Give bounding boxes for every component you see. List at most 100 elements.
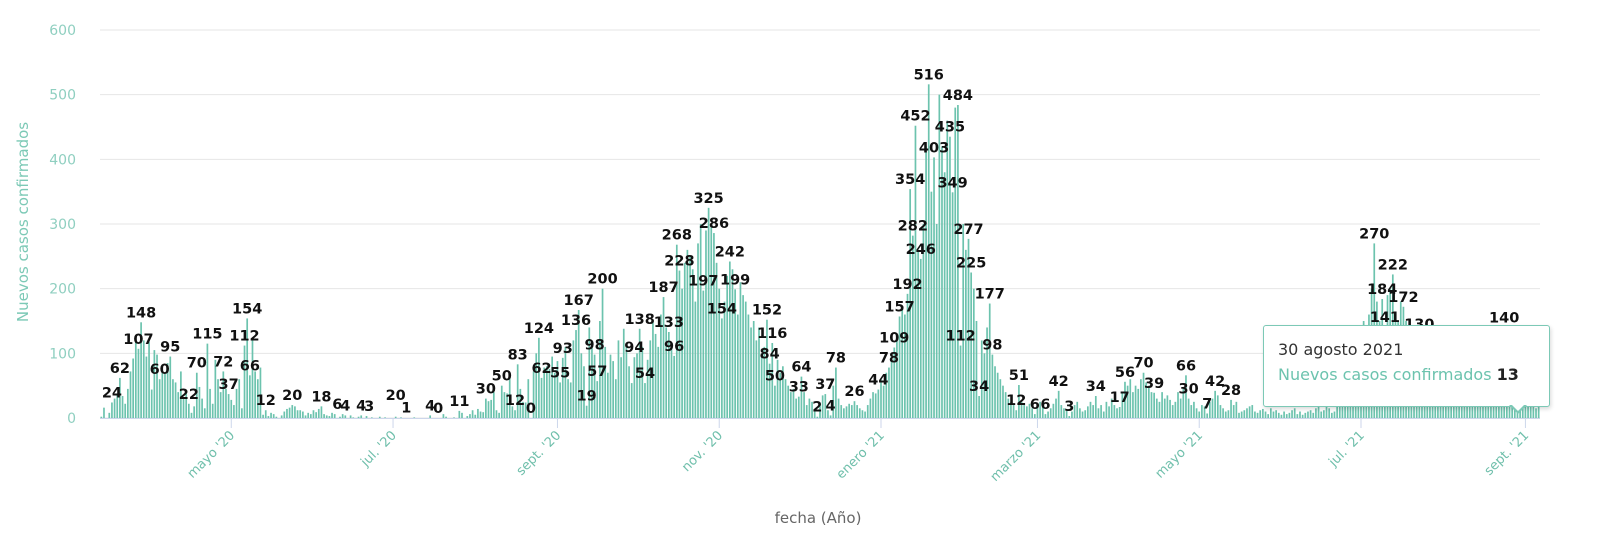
bar bbox=[853, 401, 856, 418]
bar bbox=[1086, 406, 1089, 418]
bar bbox=[771, 342, 774, 418]
bar bbox=[1216, 395, 1219, 418]
data-label: 197 bbox=[688, 274, 718, 290]
bar bbox=[1163, 398, 1166, 418]
bar bbox=[180, 371, 182, 418]
bar bbox=[1028, 403, 1031, 418]
bar bbox=[951, 192, 954, 418]
bar bbox=[121, 396, 124, 418]
bar bbox=[856, 405, 858, 418]
bar bbox=[1195, 408, 1198, 418]
bar bbox=[872, 392, 874, 418]
bar bbox=[612, 361, 614, 418]
bar bbox=[1153, 392, 1155, 418]
bar bbox=[1171, 405, 1174, 418]
data-label: 39 bbox=[1144, 376, 1164, 392]
bar bbox=[882, 385, 885, 418]
tooltip-value: 13 bbox=[1496, 365, 1519, 384]
bar bbox=[577, 310, 580, 418]
bar bbox=[652, 321, 654, 418]
data-label: 66 bbox=[240, 358, 260, 374]
bar bbox=[864, 411, 866, 418]
data-label: 96 bbox=[664, 339, 684, 355]
bar bbox=[1309, 410, 1312, 418]
bar bbox=[487, 401, 490, 418]
bar bbox=[1240, 411, 1243, 418]
data-label: 152 bbox=[752, 303, 782, 319]
y-tick-label: 200 bbox=[49, 282, 76, 298]
bar bbox=[710, 224, 713, 418]
data-label: 187 bbox=[648, 280, 678, 296]
bar bbox=[177, 392, 180, 418]
bar bbox=[1227, 410, 1230, 418]
bar bbox=[238, 379, 241, 418]
bar bbox=[1330, 412, 1333, 418]
bar bbox=[715, 262, 718, 418]
bar bbox=[272, 414, 275, 418]
x-tick-label: marzo '21 bbox=[988, 428, 1045, 485]
bar bbox=[1057, 390, 1060, 418]
bar bbox=[1137, 388, 1140, 418]
bar bbox=[360, 415, 363, 418]
data-label: 54 bbox=[635, 366, 655, 382]
bar bbox=[1203, 406, 1206, 418]
bar bbox=[1344, 403, 1346, 418]
bar bbox=[551, 356, 554, 418]
bar bbox=[646, 359, 649, 418]
bar bbox=[1312, 412, 1315, 418]
bar bbox=[108, 412, 111, 418]
bar bbox=[917, 249, 919, 418]
bar bbox=[1272, 411, 1275, 418]
bar bbox=[630, 383, 633, 418]
bar bbox=[604, 346, 607, 418]
bar bbox=[233, 405, 235, 418]
data-label: 6 bbox=[1030, 397, 1040, 413]
bar bbox=[235, 388, 238, 418]
bar bbox=[1036, 405, 1039, 418]
bar bbox=[1140, 379, 1142, 418]
data-label: 115 bbox=[192, 327, 222, 343]
bar bbox=[1089, 401, 1092, 418]
data-label: 112 bbox=[945, 329, 975, 345]
bar bbox=[896, 340, 898, 418]
y-tick-label: 0 bbox=[67, 411, 76, 427]
data-label: 30 bbox=[1179, 382, 1199, 398]
data-label: 62 bbox=[110, 361, 130, 377]
data-label: 225 bbox=[956, 256, 986, 272]
bar bbox=[1132, 392, 1134, 418]
y-tick-label: 500 bbox=[49, 88, 76, 104]
data-label: 18 bbox=[311, 389, 331, 405]
data-label: 50 bbox=[492, 369, 512, 385]
bar bbox=[980, 340, 983, 418]
bar bbox=[750, 327, 752, 418]
bar bbox=[585, 405, 588, 418]
data-label: 0 bbox=[433, 401, 443, 417]
bar bbox=[495, 410, 498, 418]
data-label: 30 bbox=[476, 382, 496, 398]
bar bbox=[1325, 405, 1328, 418]
bar bbox=[813, 411, 816, 418]
bar bbox=[869, 398, 872, 418]
data-label: 60 bbox=[150, 362, 170, 378]
data-label: 17 bbox=[1110, 390, 1130, 406]
bar bbox=[1208, 401, 1211, 418]
bar bbox=[1084, 410, 1087, 418]
bar bbox=[914, 125, 917, 418]
bar bbox=[532, 371, 535, 418]
data-label: 24 bbox=[102, 385, 122, 401]
data-label: 3 bbox=[364, 399, 374, 415]
bar bbox=[243, 345, 246, 418]
data-label: 277 bbox=[953, 222, 983, 238]
bar bbox=[721, 318, 723, 418]
bar bbox=[1097, 408, 1100, 418]
bar bbox=[808, 398, 811, 418]
bar bbox=[606, 372, 609, 418]
bar bbox=[543, 367, 546, 418]
bar bbox=[1328, 408, 1331, 418]
bar bbox=[1248, 406, 1251, 418]
bar bbox=[617, 340, 620, 418]
bar bbox=[498, 412, 500, 418]
bar bbox=[1262, 408, 1264, 418]
bar bbox=[1232, 405, 1235, 418]
bar bbox=[331, 412, 333, 418]
